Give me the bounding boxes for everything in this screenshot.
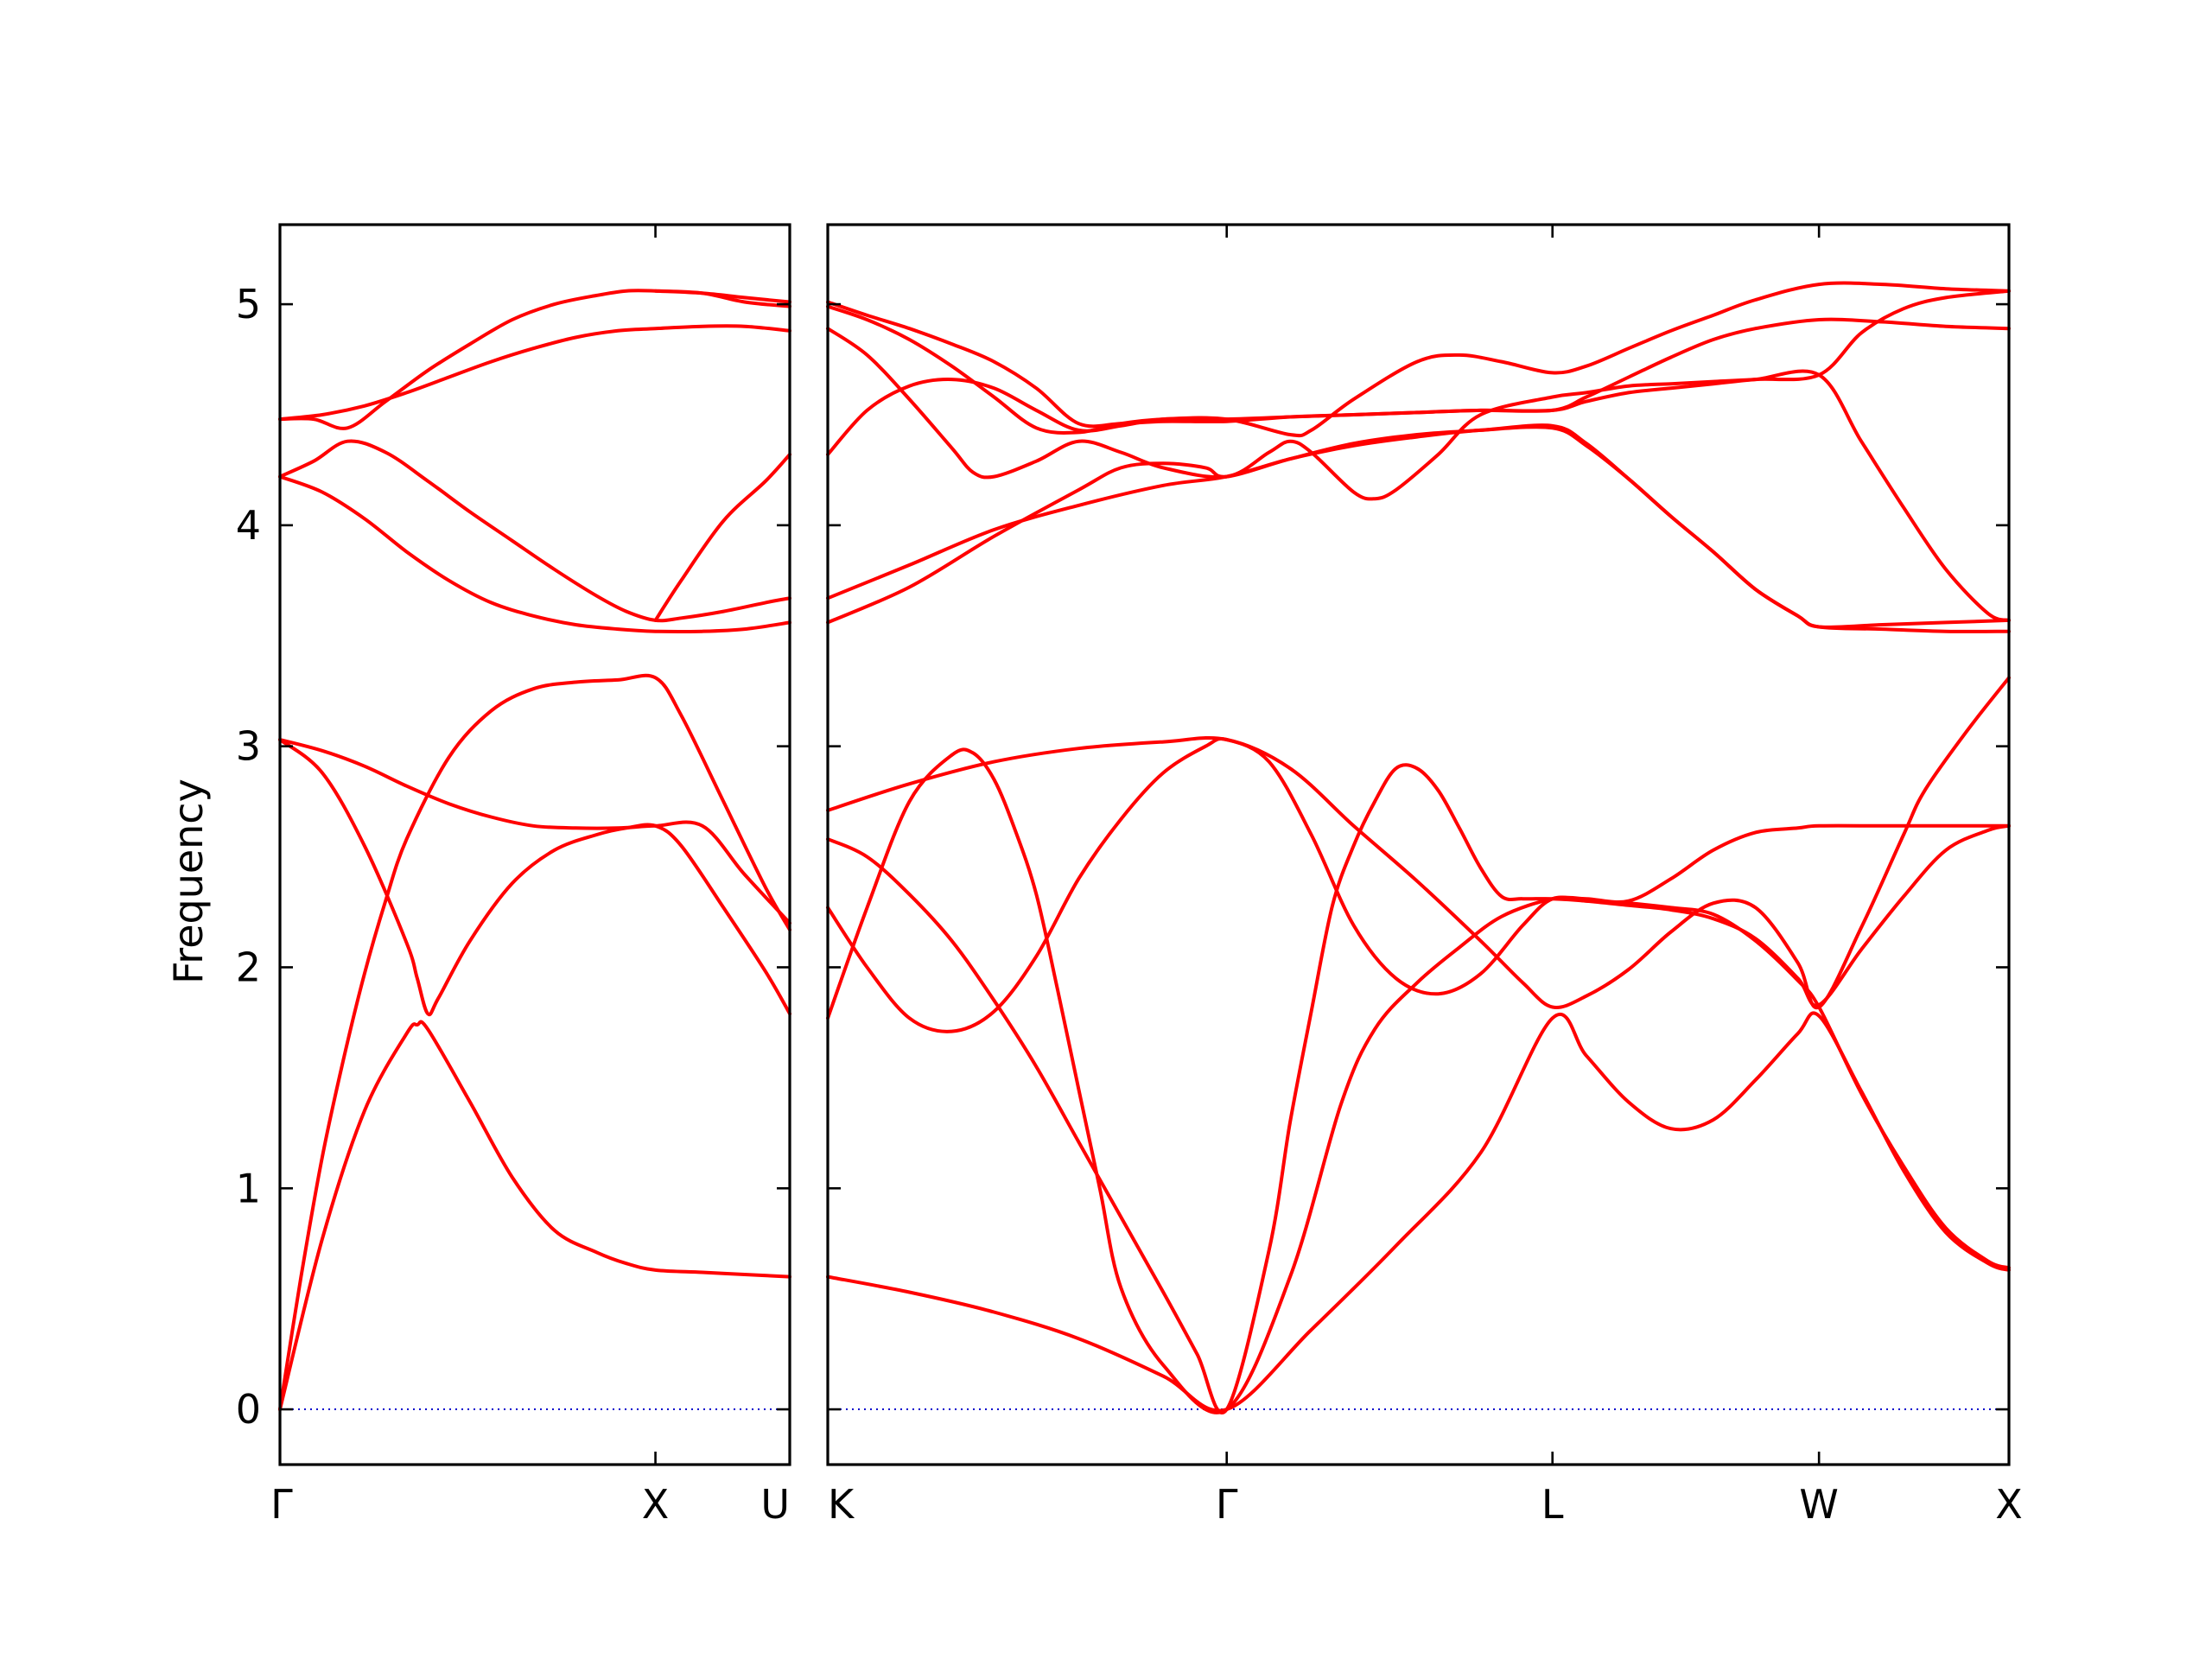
band-line-right-9 — [826, 327, 2011, 622]
y-tick-label: 5 — [236, 281, 261, 327]
x-tick-label: W — [1799, 1481, 1838, 1528]
band-line-right-11 — [826, 300, 2011, 429]
x-tick-label: X — [1995, 1481, 2023, 1528]
x-tick-label: L — [1541, 1481, 1564, 1528]
band-line-left-1 — [278, 1020, 791, 1412]
band-line-left-6 — [278, 439, 791, 623]
band-line-left-5 — [278, 474, 791, 633]
x-tick-label: Γ — [1216, 1481, 1238, 1528]
band-line-right-1 — [826, 1011, 2011, 1413]
band-line-right-4 — [826, 747, 2011, 1414]
band-line-left-9 — [653, 453, 791, 622]
band-line-left-2 — [278, 673, 791, 1412]
x-tick-label: X — [642, 1481, 670, 1528]
band-line-right-7 — [826, 425, 2011, 633]
y-tick-label: 0 — [236, 1386, 261, 1433]
right-panel-frame — [826, 223, 2011, 1466]
left-panel-bands — [278, 289, 791, 1412]
band-line-right-3 — [826, 737, 2011, 1270]
band-line-left-10 — [653, 289, 791, 304]
axes-layer: Γ X U K Γ L W X 0 1 2 3 4 5 — [236, 223, 2023, 1528]
band-line-right-5 — [826, 676, 2011, 1010]
x-tick-label: K — [828, 1481, 855, 1528]
y-tick-label: 2 — [236, 944, 261, 990]
band-line-left-3 — [278, 738, 791, 1017]
y-axis-label: Frequency — [165, 779, 212, 984]
x-tick-label: Γ — [270, 1481, 293, 1528]
y-tick-label: 1 — [236, 1165, 261, 1211]
band-line-right-8 — [826, 289, 2011, 456]
band-line-right-10 — [826, 281, 2011, 438]
x-tick-label: U — [760, 1481, 790, 1528]
band-line-left-4 — [278, 738, 791, 925]
right-panel-bands — [826, 281, 2011, 1414]
left-panel-frame — [278, 223, 791, 1466]
y-tick-label: 3 — [236, 723, 261, 770]
y-tick-label: 4 — [236, 502, 261, 549]
band-line-left-8 — [278, 324, 791, 422]
